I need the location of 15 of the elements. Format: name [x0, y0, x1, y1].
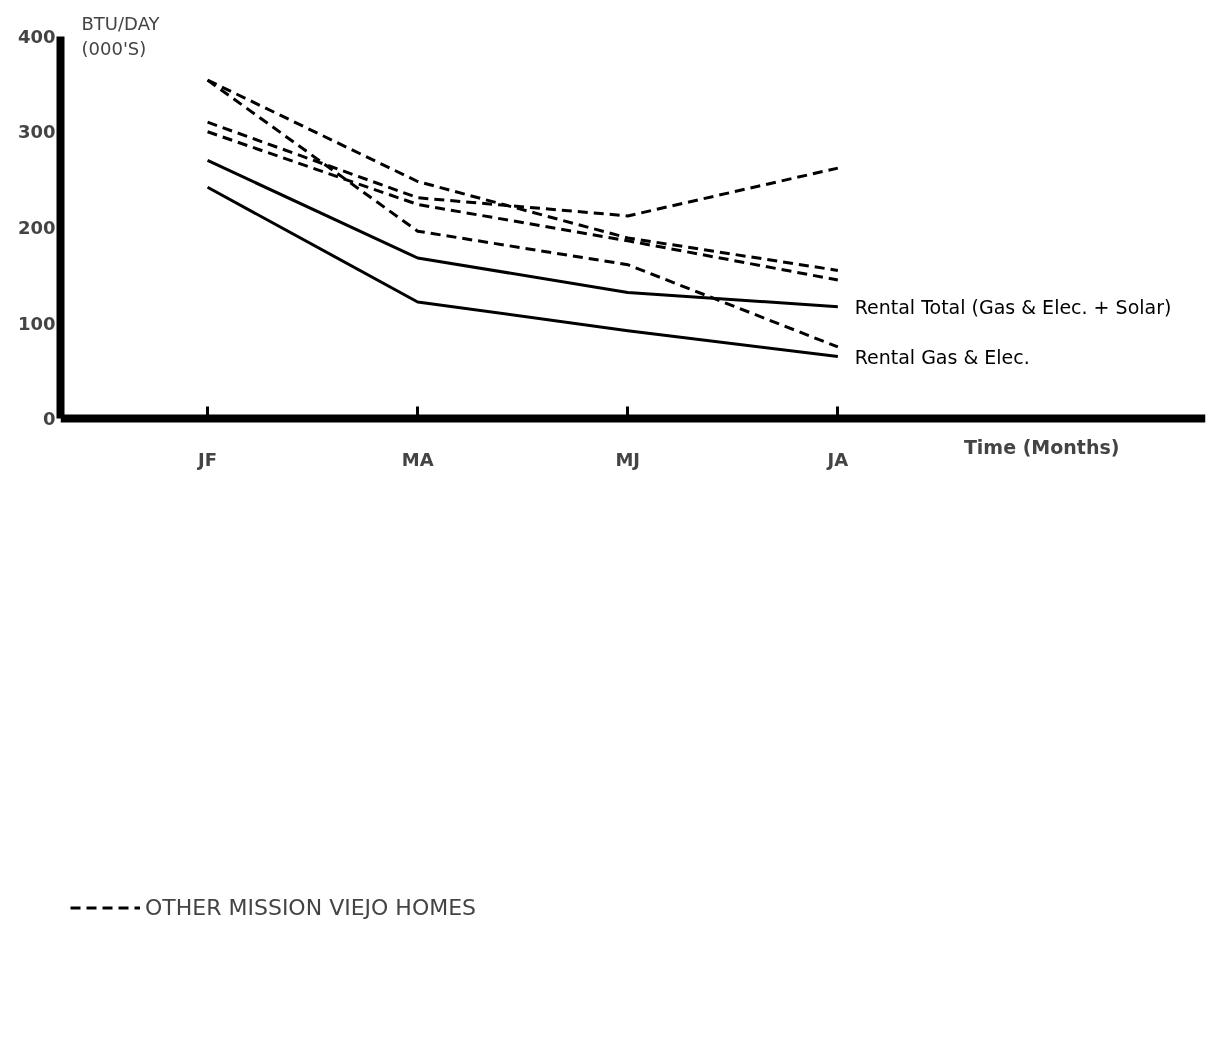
y-tick-label: 300 — [17, 121, 56, 143]
y-tick-label: 100 — [17, 312, 56, 334]
x-tick-label: JF — [196, 448, 218, 470]
x-tick-label: JA — [825, 448, 849, 470]
series-label: Rental Total (Gas & Elec. + Solar) — [854, 295, 1172, 318]
y-tick-label: 0 — [42, 408, 56, 430]
y-tick-label: 400 — [17, 25, 56, 47]
line-series — [206, 185, 840, 359]
y-axis-title: BTU/DAY (000'S) — [81, 13, 161, 60]
series-label: Rental Gas & Elec. — [854, 345, 1030, 368]
legend-label: OTHER MISSION VIEJO HOMES — [145, 894, 477, 920]
y-tick-label: 200 — [17, 216, 56, 238]
x-tick-label: MA — [401, 448, 434, 470]
x-axis-title: Time (Months) — [963, 436, 1120, 459]
x-tick-label: MJ — [615, 448, 641, 470]
